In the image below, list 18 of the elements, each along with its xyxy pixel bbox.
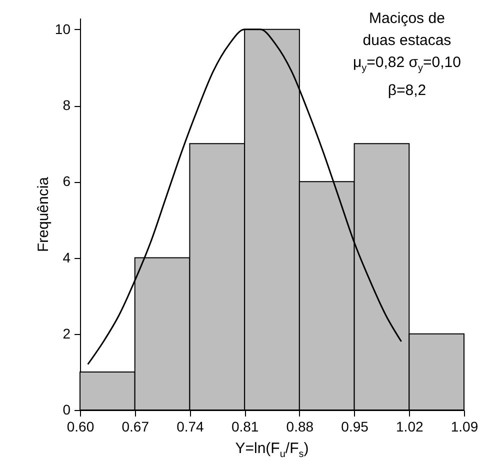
y-axis-title: Frequência <box>34 176 52 252</box>
x-tick-label: 0.88 <box>286 418 314 434</box>
x-tick-label: 0.81 <box>231 418 259 434</box>
y-tick-label: 10 <box>54 20 71 37</box>
y-tick-label: 6 <box>62 173 71 190</box>
x-tick-label: 0.74 <box>176 418 204 434</box>
annotation: μ$_{y}$=0,82 σ$_{y}$=0,10 <box>352 53 461 76</box>
x-tick-label: 0.67 <box>122 418 150 434</box>
x-tick-label: 1.02 <box>396 418 424 434</box>
y-tick-label: 4 <box>62 249 71 266</box>
y-tick-label: 0 <box>62 402 71 418</box>
x-tick-label: 0.60 <box>66 418 94 434</box>
x-axis-title: Y=ln(F$_{u}$/F$_{s}$) <box>234 440 310 460</box>
annotation: β=8,2 <box>386 81 428 101</box>
y-tick-label: 2 <box>62 325 71 342</box>
x-tick-label: 0.95 <box>341 418 369 434</box>
y-tick-label: 8 <box>62 97 71 114</box>
x-tick-label: 1.09 <box>450 418 478 434</box>
